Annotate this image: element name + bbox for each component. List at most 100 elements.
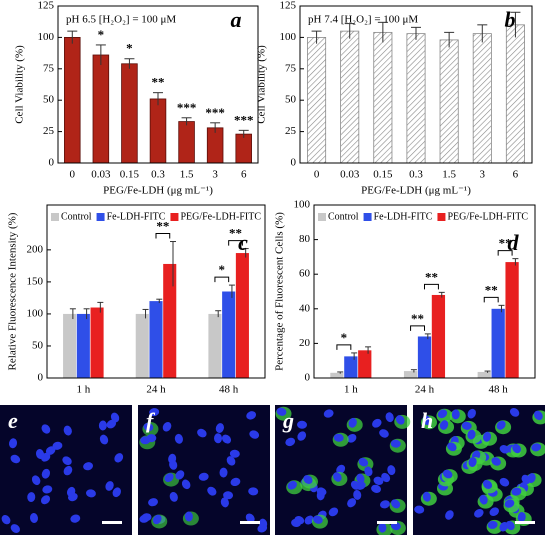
x-tick-label: 3 [480,169,486,181]
y-tick-label: 125 [280,0,297,12]
nucleus [534,410,543,421]
nucleus [517,512,526,523]
nucleus [499,445,510,454]
bar [222,291,236,378]
significance-label: *** [234,112,254,127]
nucleus [164,473,174,483]
image-letter: h [421,408,433,433]
significance-label: * [126,41,133,56]
nucleus [63,465,73,476]
nucleus [381,472,391,483]
x-tick-label: 1 h [76,384,90,396]
bar [149,98,167,164]
nucleus [181,479,191,490]
significance-bracket [497,250,513,256]
x-tick-label: 0 [314,169,320,181]
nucleus [333,433,344,442]
x-tick-label: 6 [513,169,519,181]
x-tick-label: 0.03 [340,169,360,181]
nucleus [215,423,224,433]
bar [76,313,90,378]
significance-label: * [341,330,348,345]
nucleus [414,505,425,514]
micrograph: f [138,405,270,535]
y-axis-label: Relative Fluorescence Intensity (%) [7,212,19,370]
legend-label: PEG/Fe-LDH-FITC [180,211,261,222]
nucleus [98,420,107,431]
panel-letter: a [231,7,242,32]
nucleus [45,446,56,455]
y-axis-label: Cell Viability (%) [14,45,26,124]
scale-bar [515,521,535,524]
nucleus [99,434,109,445]
scale-bar [377,521,397,524]
bar [235,253,249,378]
significance-label: ** [152,75,165,90]
bar [64,37,81,164]
y-tick-label: 150 [27,275,44,287]
nucleus [297,431,307,441]
x-axis-label: PEG/Fe-LDH (μg mL⁻¹) [361,185,471,197]
nucleus [184,511,193,522]
nucleus [487,520,498,529]
bar [373,31,393,164]
nucleus [336,464,346,475]
nucleus [223,491,234,500]
significance-label: ** [156,219,169,234]
nucleus [68,492,78,502]
nucleus [447,442,457,452]
x-tick-label: 0.15 [373,169,393,181]
x-axis-label: PEG/Fe-LDH (μg mL⁻¹) [103,185,213,197]
nucleus [350,480,360,490]
significance-bracket [483,296,499,303]
micrograph: h [413,405,545,535]
x-tick-label: 0.3 [409,169,423,181]
nucleus [373,476,384,485]
x-tick-label: 1.5 [442,169,456,181]
panel-letter: b [505,7,516,32]
nucleus [521,474,531,485]
significance-bracket [214,276,230,283]
x-tick-label: 0.3 [151,169,165,181]
bar [163,263,177,378]
nucleus [52,441,63,450]
y-tick-label: 100 [38,31,55,43]
nucleus [230,477,241,487]
nucleus [10,524,20,533]
y-tick-label: 0 [305,372,311,384]
significance-label: ** [485,282,498,297]
nucleus [461,421,472,430]
nucleus [346,434,357,443]
nucleus [442,469,453,479]
nucleus [491,457,501,466]
nucleus [356,473,365,484]
legend-label: PEG/Fe-LDH-FITC [447,211,528,222]
y-tick-label: 0 [38,372,44,384]
y-tick-label: 40 [299,302,311,314]
bar [340,30,360,164]
y-tick-label: 0 [291,157,297,169]
significance-bracket [155,233,171,239]
nucleus [114,453,124,463]
panel-note: pH 7.4 [H₂O₂] = 100 μM [308,14,418,26]
nucleus [387,465,396,476]
legend-swatch [51,213,59,221]
nucleus [31,475,41,486]
y-tick-label: 50 [285,94,297,106]
nucleus [348,417,357,428]
legend-label: Fe-LDH-FITC [374,211,433,222]
nucleus [468,457,477,467]
micrograph: e [0,405,132,535]
nucleus [474,508,484,518]
nucleus [220,497,229,508]
image-letter: e [8,408,18,433]
bar [330,372,344,378]
nucleus [287,480,297,490]
bar [135,313,149,378]
y-tick-label: 50 [32,339,44,351]
bar [235,133,252,164]
nucleus [174,433,183,444]
nucleus [479,494,488,505]
bar [63,313,77,378]
